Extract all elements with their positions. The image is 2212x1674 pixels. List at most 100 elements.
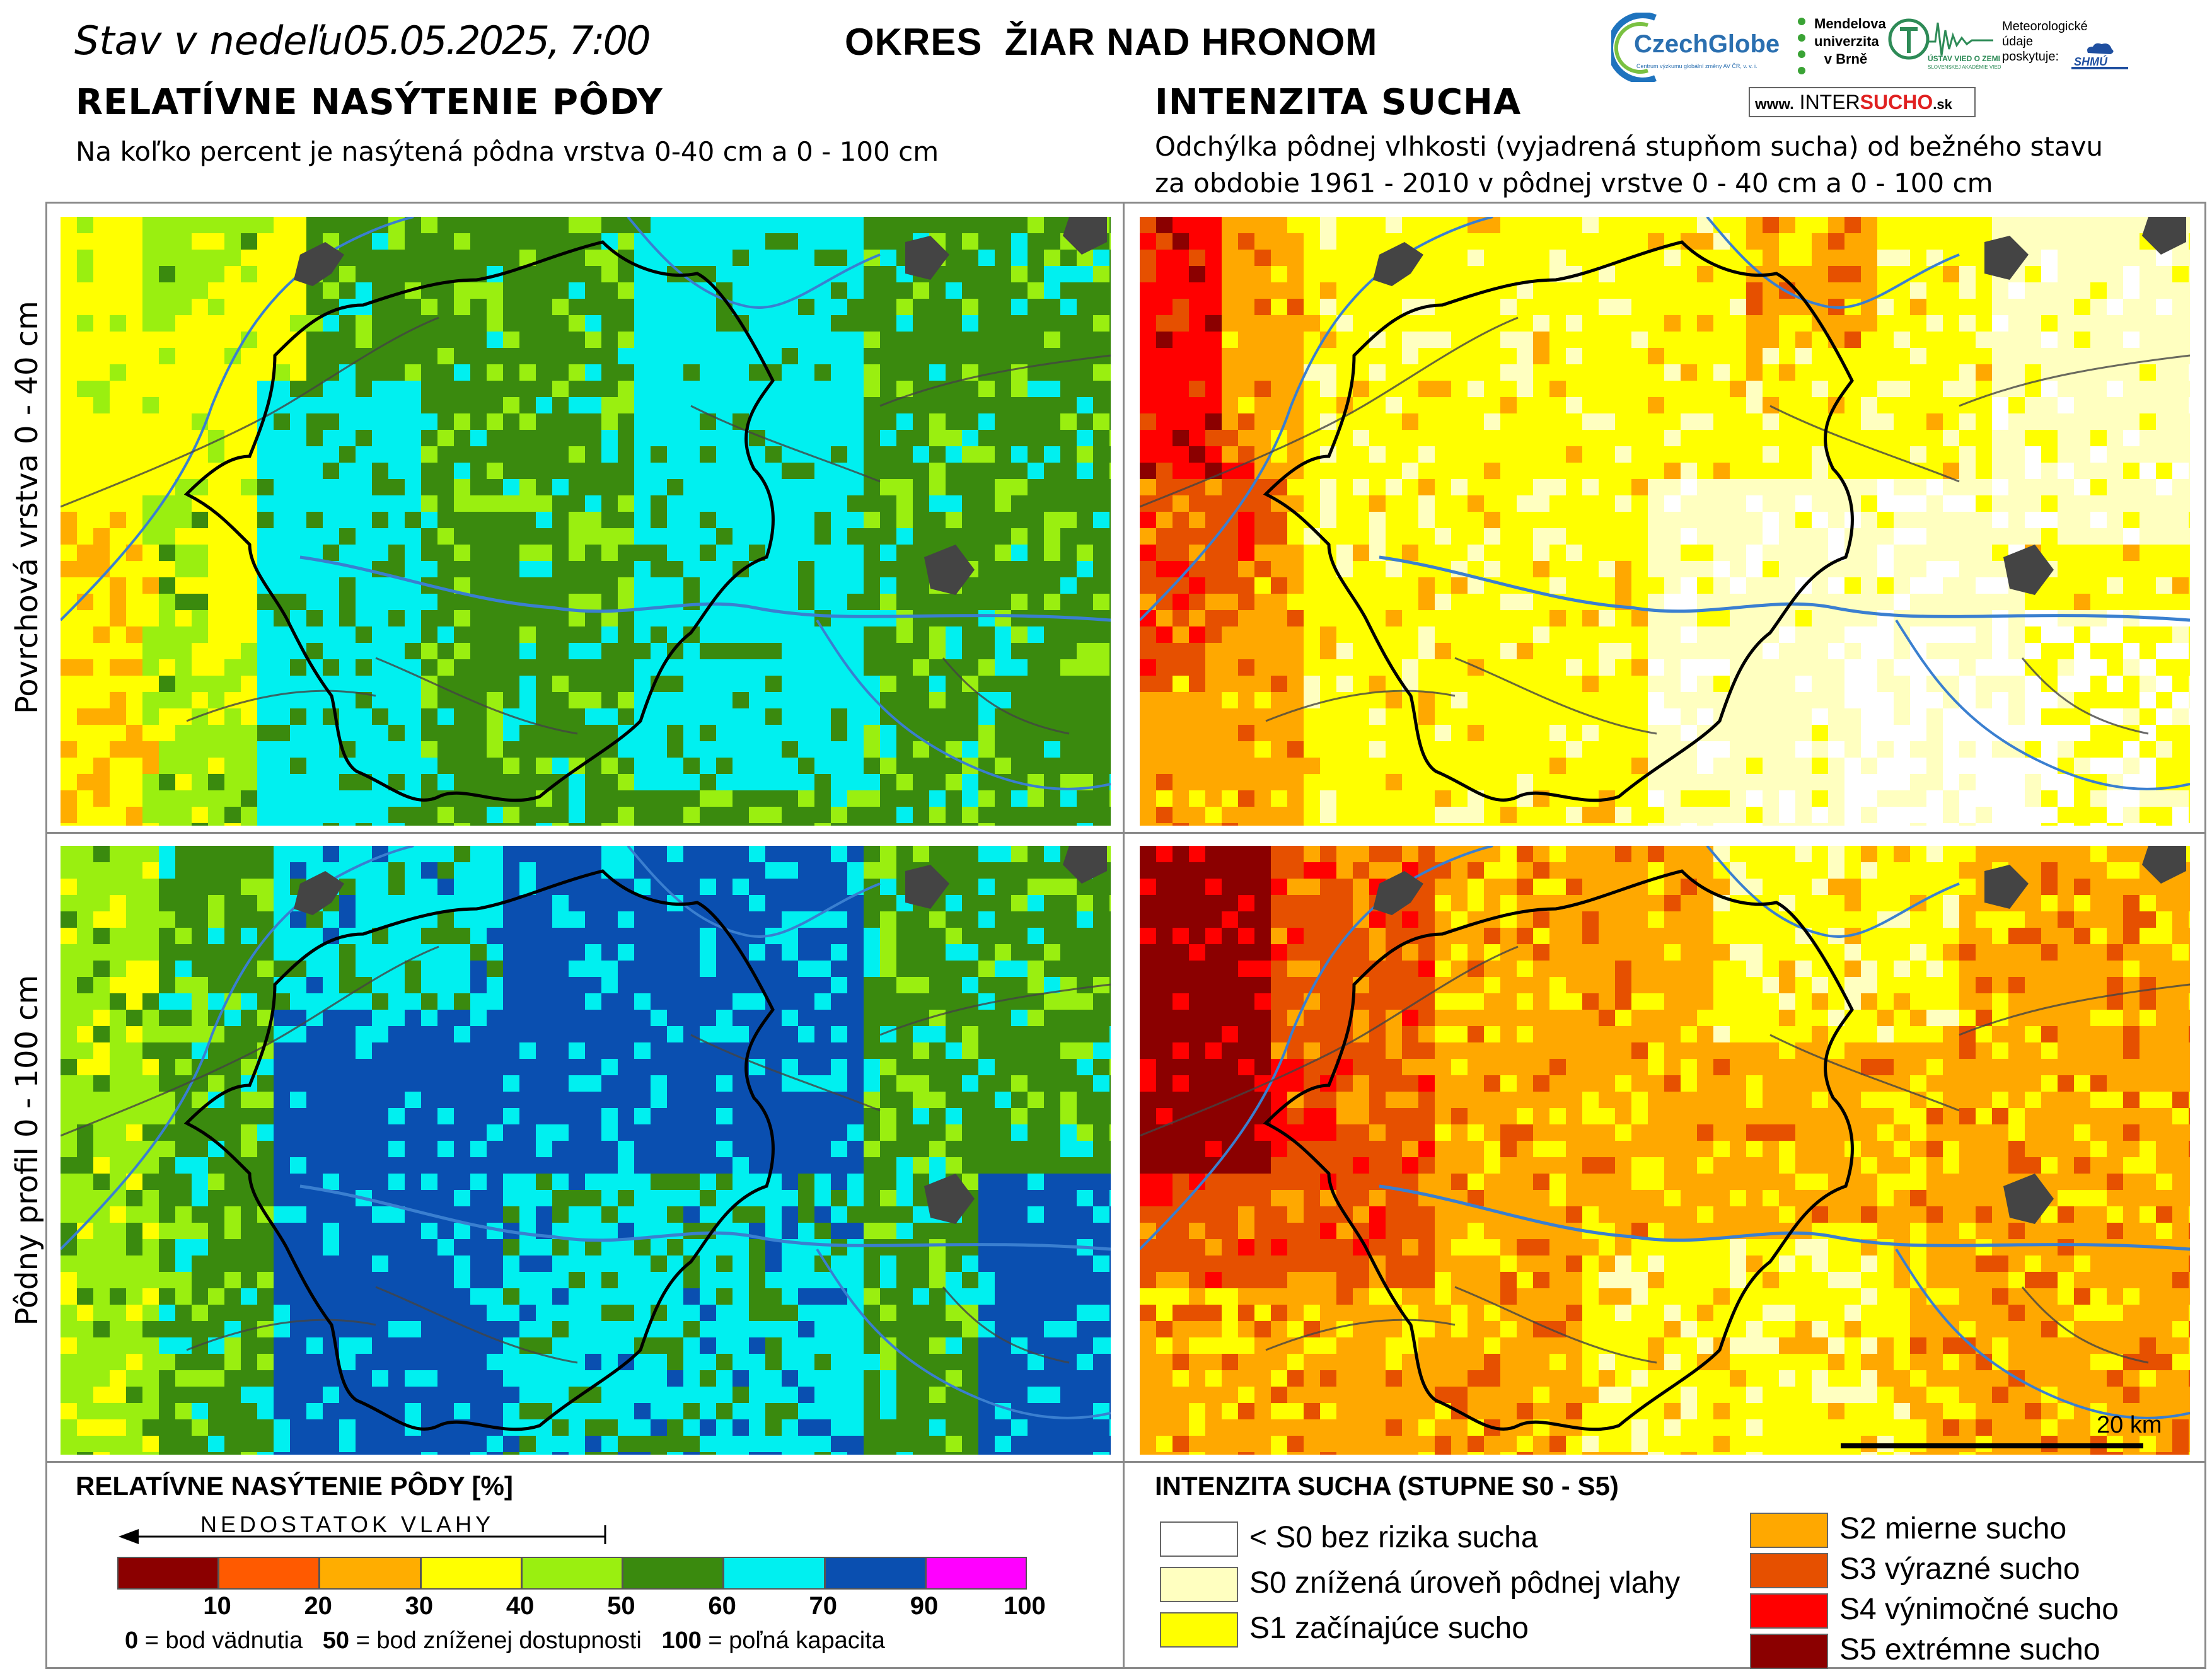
raster-cell <box>1304 725 1321 742</box>
raster-cell <box>1877 577 1894 594</box>
raster-cell <box>1468 479 1485 496</box>
raster-cell <box>847 479 864 496</box>
raster-cell <box>2172 528 2189 545</box>
raster-cell <box>77 250 94 267</box>
raster-cell <box>962 233 979 250</box>
raster-cell <box>1044 446 1061 463</box>
raster-cell <box>1615 545 1632 562</box>
raster-cell <box>470 758 487 775</box>
raster-cell <box>2156 659 2173 676</box>
raster-cell <box>536 512 553 529</box>
raster-cell <box>880 299 897 316</box>
raster-cell <box>798 577 815 594</box>
raster-cell <box>1713 364 1730 381</box>
raster-cell <box>2090 790 2107 807</box>
raster-cell <box>765 807 782 824</box>
raster-cell <box>1500 348 1517 365</box>
raster-cell <box>2107 610 2124 627</box>
raster-cell <box>814 413 831 430</box>
raster-cell <box>618 594 635 611</box>
raster-cell <box>110 282 127 299</box>
raster-cell <box>667 528 684 545</box>
raster-cell <box>1254 676 1271 693</box>
raster-cell <box>77 217 94 234</box>
raster-cell <box>1976 577 1993 594</box>
intersucho-link[interactable]: www. INTERSUCHO.sk <box>1749 87 1976 117</box>
raster-cell <box>224 561 241 578</box>
raster-cell <box>437 397 455 414</box>
raster-cell <box>1468 430 1485 447</box>
raster-cell <box>1484 233 1501 250</box>
raster-cell <box>2058 676 2075 693</box>
raster-cell <box>814 725 831 742</box>
raster-cell <box>1779 463 1796 480</box>
raster-cell <box>1173 823 1190 826</box>
raster-cell <box>1861 266 1878 283</box>
raster-cell <box>274 561 291 578</box>
raster-cell <box>1093 790 1110 807</box>
raster-cell <box>1386 643 1403 660</box>
raster-cell <box>1549 217 1566 234</box>
raster-cell <box>1517 463 1534 480</box>
raster-cell <box>1304 233 1321 250</box>
raster-cell <box>208 233 225 250</box>
raster-cell <box>372 479 389 496</box>
raster-cell <box>2058 397 2075 414</box>
raster-cell <box>864 512 881 529</box>
raster-cell <box>110 790 127 807</box>
raster-cell <box>1664 315 1681 332</box>
raster-cell <box>634 528 651 545</box>
raster-cell <box>290 823 307 826</box>
raster-cell <box>470 299 487 316</box>
raster-cell <box>1713 741 1730 758</box>
raster-cell <box>1861 397 1878 414</box>
raster-cell <box>1943 430 1960 447</box>
raster-cell <box>2189 807 2190 824</box>
raster-cell <box>2140 790 2157 807</box>
raster-cell <box>77 266 94 283</box>
raster-cell <box>2041 413 2058 430</box>
raster-cell <box>1222 348 1239 365</box>
raster-cell <box>1271 332 1288 349</box>
raster-cell <box>896 364 913 381</box>
raster-cell <box>864 528 881 545</box>
raster-cell <box>946 790 963 807</box>
raster-cell <box>405 561 422 578</box>
map-drought-topsoil[interactable] <box>1140 217 2190 826</box>
raster-cell <box>1582 413 1599 430</box>
raster-cell <box>1959 528 1976 545</box>
raster-cell <box>356 413 373 430</box>
raster-cell <box>667 364 684 381</box>
raster-cell <box>1402 528 1419 545</box>
raster-cell <box>929 807 946 824</box>
raster-cell <box>1631 282 1648 299</box>
raster-cell <box>1894 430 1911 447</box>
raster-cell <box>798 217 815 234</box>
raster-cell <box>1795 758 1812 775</box>
raster-cell <box>1369 430 1386 447</box>
raster-cell <box>1484 413 1501 430</box>
raster-cell <box>1189 594 1206 611</box>
raster-cell <box>569 692 586 709</box>
raster-cell <box>1582 315 1599 332</box>
raster-cell <box>1779 790 1796 807</box>
raster-cell <box>175 790 192 807</box>
raster-cell <box>618 610 635 627</box>
raster-cell <box>1287 315 1304 332</box>
raster-cell <box>618 626 635 644</box>
raster-cell <box>2172 397 2189 414</box>
raster-cell <box>1517 233 1534 250</box>
raster-cell <box>519 823 536 826</box>
raster-cell <box>519 299 536 316</box>
raster-cell <box>1500 528 1517 545</box>
raster-cell <box>880 495 897 512</box>
raster-cell <box>1713 790 1730 807</box>
map-saturation-topsoil[interactable] <box>61 217 1111 826</box>
raster-cell <box>1320 626 1337 644</box>
raster-cell <box>1582 332 1599 349</box>
raster-cell <box>765 577 782 594</box>
raster-cell <box>536 364 553 381</box>
town-martin <box>294 242 344 286</box>
raster-cell <box>896 299 913 316</box>
raster-cell <box>1402 348 1419 365</box>
